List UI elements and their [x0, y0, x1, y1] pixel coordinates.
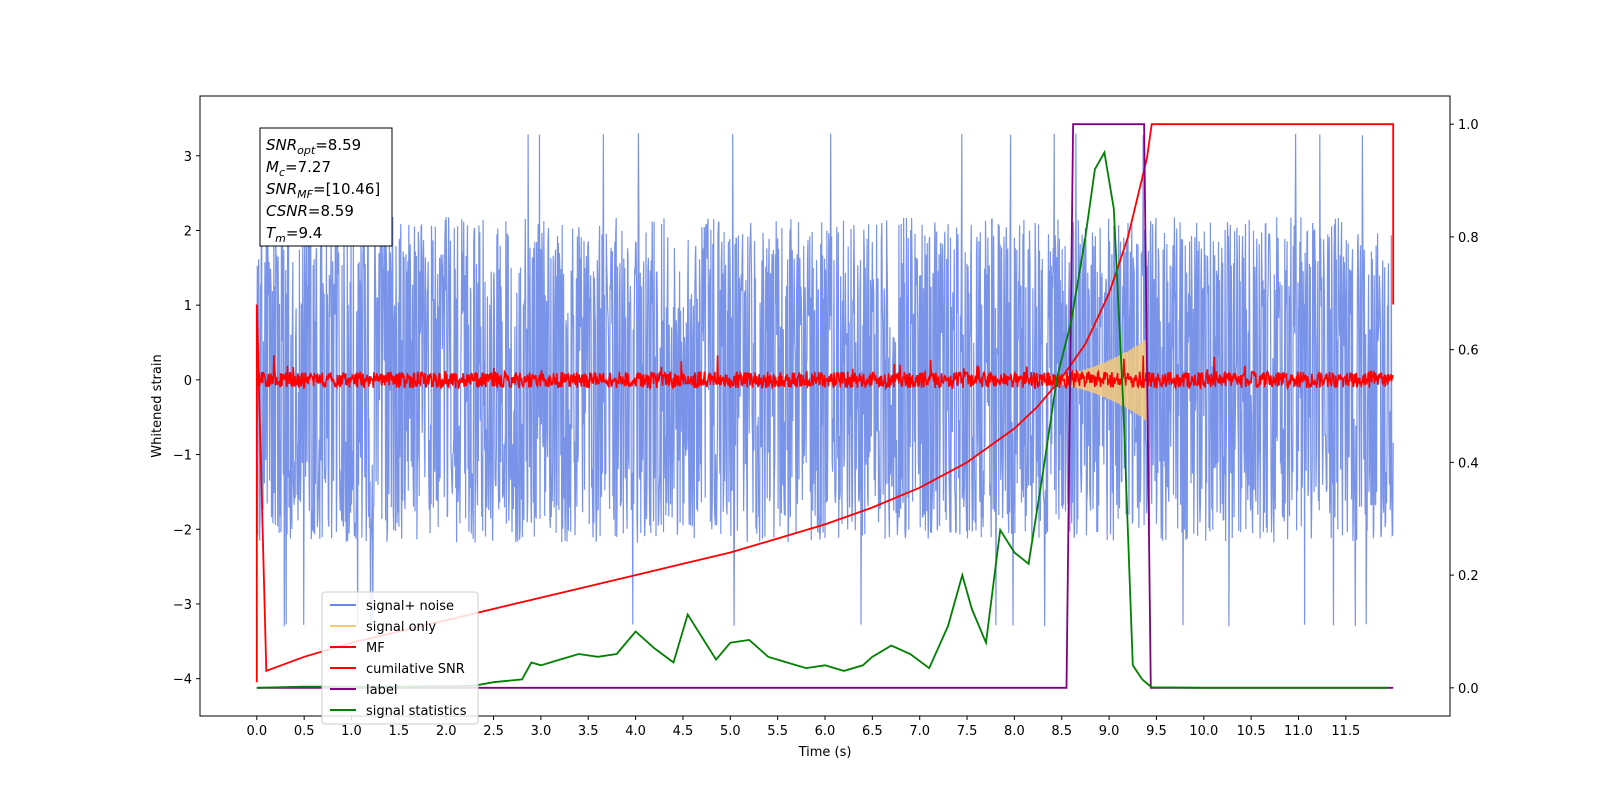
annotation-symbol: SNR — [266, 136, 297, 154]
legend-label: signal statistics — [366, 704, 467, 719]
annotation-value: =[10.46] — [313, 180, 380, 198]
y-right-tick-label: 0.6 — [1458, 344, 1479, 359]
annotation-symbol: T — [266, 224, 277, 242]
x-axis: 0.0 0.5 1.0 1.5 2.0 2.5 3.0 3.5 4.0 4.5 5.0 5.5 6.0 6… — [246, 716, 1360, 739]
y-right-tick-label: 0.2 — [1458, 569, 1479, 584]
y-axis-label: Whitened strain — [150, 354, 165, 457]
legend-label: label — [366, 683, 397, 698]
x-tick-label: 11.0 — [1284, 724, 1313, 739]
annotation-line: SNRopt=8.59 — [266, 136, 361, 157]
legend-label: signal only — [366, 620, 436, 635]
x-tick-label: 9.5 — [1146, 724, 1167, 739]
series-signal-noise — [256, 133, 1394, 627]
x-tick-label: 1.0 — [341, 724, 362, 739]
annotation-value: =8.59 — [315, 136, 361, 154]
y-axis-right: 0.0 0.2 0.4 0.6 0.8 1.0 — [1450, 118, 1479, 697]
series-mf — [256, 355, 1394, 391]
x-tick-label: 0.0 — [246, 724, 267, 739]
x-tick-label: 2.5 — [483, 724, 504, 739]
y-tick-label: −3 — [173, 598, 192, 613]
x-tick-label: 4.5 — [673, 724, 694, 739]
x-axis-label: Time (s) — [798, 745, 852, 760]
x-tick-label: 10.0 — [1189, 724, 1218, 739]
x-tick-label: 2.0 — [436, 724, 457, 739]
x-tick-label: 8.5 — [1051, 724, 1072, 739]
annotation-subscript: c — [279, 166, 285, 179]
x-tick-label: 6.0 — [815, 724, 836, 739]
annotation-line: Tm=9.4 — [266, 224, 322, 245]
x-tick-label: 10.5 — [1237, 724, 1266, 739]
x-tick-label: 5.5 — [767, 724, 788, 739]
x-tick-label: 9.0 — [1099, 724, 1120, 739]
y-tick-label: 0 — [184, 374, 192, 389]
series-signal-statistics — [256, 149, 1389, 689]
annotation-value: =8.59 — [308, 202, 354, 220]
y-right-tick-label: 0.4 — [1458, 456, 1479, 471]
y-tick-label: −1 — [173, 449, 192, 464]
legend-label: MF — [366, 641, 385, 656]
x-tick-label: 3.0 — [531, 724, 552, 739]
x-tick-label: 7.0 — [909, 724, 930, 739]
x-tick-label: 11.5 — [1331, 724, 1360, 739]
x-tick-label: 3.5 — [578, 724, 599, 739]
annotation-symbol: SNR — [266, 180, 297, 198]
annotation-value: =9.4 — [286, 224, 322, 242]
y-right-tick-label: 0.0 — [1458, 682, 1479, 697]
y-axis-left: −4 −3 −2 −1 0 1 2 3 — [173, 150, 200, 688]
annotation-line: Mc=7.27 — [266, 158, 331, 179]
x-tick-label: 6.5 — [862, 724, 883, 739]
y-tick-label: −4 — [173, 673, 192, 688]
x-tick-label: 8.0 — [1004, 724, 1025, 739]
y-tick-label: 3 — [184, 150, 192, 165]
y-tick-label: 1 — [184, 299, 192, 314]
annotation-subscript: MF — [297, 188, 313, 201]
x-tick-label: 4.0 — [625, 724, 646, 739]
annotation-symbol: M — [266, 158, 279, 176]
x-tick-label: 1.5 — [389, 724, 410, 739]
y-right-tick-label: 0.8 — [1458, 231, 1479, 246]
annotation-line: CSNR=8.59 — [266, 202, 354, 220]
legend-label: signal+ noise — [366, 599, 454, 614]
x-tick-label: 5.0 — [720, 724, 741, 739]
x-tick-label: 0.5 — [294, 724, 315, 739]
y-right-tick-label: 1.0 — [1458, 118, 1479, 133]
legend-frame — [321, 591, 479, 725]
annotation-subscript: m — [275, 232, 286, 245]
legend: signal+ noise signal only MF cumilative SNR… — [321, 591, 479, 725]
y-tick-label: −2 — [173, 523, 192, 538]
legend-label: cumilative SNR — [366, 662, 465, 677]
annotation-line: SNRMF=[10.46] — [266, 180, 380, 201]
annotation-subscript: opt — [297, 144, 316, 157]
annotation-box-frame — [259, 127, 393, 247]
annotation-symbol: CSNR — [266, 202, 308, 220]
y-tick-label: 2 — [184, 224, 192, 239]
annotation-box: SNRopt=8.59Mc=7.27SNRMF=[10.46]CSNR=8.59… — [259, 127, 393, 247]
x-tick-label: 7.5 — [957, 724, 978, 739]
annotation-value: =7.27 — [285, 158, 331, 176]
